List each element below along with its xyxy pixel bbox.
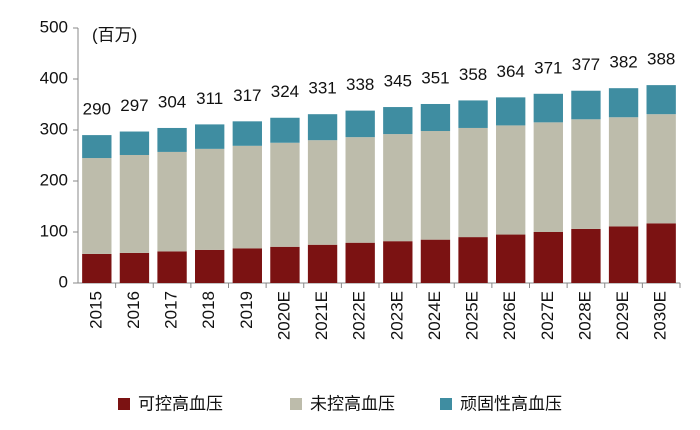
- bar-segment: [345, 137, 375, 243]
- x-tick-label: 2027E: [538, 291, 557, 340]
- legend-swatch: [440, 398, 452, 410]
- bar-segment: [571, 119, 601, 229]
- bar-segment: [195, 249, 225, 283]
- bar-segment: [646, 223, 676, 283]
- y-tick-label: 200: [40, 170, 68, 189]
- bar-segment: [533, 93, 563, 123]
- bar-segment: [383, 241, 413, 283]
- bar-segment: [383, 107, 413, 135]
- bar-segment: [307, 140, 338, 245]
- bar-segment: [533, 122, 563, 232]
- total-label: 338: [346, 75, 374, 94]
- bar-segment: [82, 158, 112, 254]
- bar-segment: [157, 127, 187, 152]
- bar-segment: [420, 103, 451, 132]
- bar-segment: [646, 85, 676, 115]
- bar-segment: [383, 134, 413, 242]
- total-label: 297: [120, 96, 148, 115]
- total-label: 290: [83, 100, 111, 119]
- x-tick-label: 2025E: [463, 291, 482, 340]
- x-tick-label: 2030E: [651, 291, 670, 340]
- bar-segment: [195, 124, 225, 149]
- x-tick-label: 2017: [162, 291, 181, 329]
- legend-label: 可控高血压: [138, 394, 223, 413]
- total-label: 331: [308, 79, 336, 98]
- bar-segment: [496, 125, 526, 235]
- bar-segment: [571, 228, 601, 283]
- bar-segment: [608, 88, 639, 118]
- total-label: 382: [609, 53, 637, 72]
- x-tick-label: 2028E: [575, 291, 594, 340]
- bar-segment: [458, 127, 488, 238]
- bar-segment: [571, 90, 601, 120]
- total-label: 345: [384, 72, 412, 91]
- total-label: 364: [497, 62, 525, 81]
- bar-segment: [307, 244, 338, 283]
- bar-segment: [119, 154, 150, 253]
- bar-segment: [307, 114, 338, 141]
- bar-segment: [157, 251, 187, 283]
- total-label: 317: [233, 86, 261, 105]
- bar-segment: [270, 246, 300, 283]
- y-tick-label: 400: [40, 68, 68, 87]
- bar-segment: [270, 142, 300, 247]
- bar-segment: [608, 226, 639, 283]
- y-tick-label: 0: [59, 272, 68, 291]
- bar-segment: [496, 97, 526, 126]
- bar-segment: [232, 121, 262, 146]
- y-tick-label: 100: [40, 221, 68, 240]
- legend-label: 未控高血压: [310, 394, 395, 413]
- x-tick-label: 2026E: [500, 291, 519, 340]
- x-tick-label: 2024E: [425, 291, 444, 340]
- total-label: 377: [572, 55, 600, 74]
- x-tick-label: 2015: [86, 291, 105, 329]
- bar-segment: [82, 253, 112, 283]
- bar-segment: [119, 131, 150, 155]
- bar-segment: [646, 114, 676, 224]
- bar-segment: [608, 117, 639, 227]
- total-label: 388: [647, 50, 675, 69]
- bar-segment: [496, 234, 526, 283]
- bar-segment: [157, 151, 187, 252]
- x-tick-label: 2016: [124, 291, 143, 329]
- bar-segment: [232, 145, 262, 249]
- x-tick-label: 2021E: [312, 291, 331, 340]
- bar-segment: [195, 148, 225, 250]
- bar-segment: [458, 100, 488, 128]
- bar-segment: [345, 110, 375, 138]
- bar-segment: [270, 117, 300, 143]
- bar-segment: [82, 135, 112, 159]
- bar-segment: [345, 242, 375, 283]
- total-label: 358: [459, 65, 487, 84]
- legend-label: 顽固性高血压: [460, 394, 562, 413]
- unit-label: (百万): [92, 25, 137, 44]
- total-label: 311: [196, 89, 223, 108]
- y-tick-label: 300: [40, 119, 68, 138]
- legend-swatch: [290, 398, 302, 410]
- y-tick-label: 500: [40, 17, 68, 36]
- total-label: 351: [421, 68, 449, 87]
- total-label: 324: [271, 82, 299, 101]
- bar-segment: [533, 232, 563, 283]
- legend-swatch: [118, 398, 130, 410]
- x-tick-label: 2018: [199, 291, 218, 329]
- x-tick-label: 2023E: [387, 291, 406, 340]
- bar-segment: [119, 252, 150, 283]
- x-tick-label: 2022E: [350, 291, 369, 340]
- x-tick-label: 2020E: [274, 291, 293, 340]
- x-tick-label: 2019: [237, 291, 256, 329]
- x-tick-label: 2029E: [613, 291, 632, 340]
- bar-segment: [458, 237, 488, 283]
- total-label: 304: [158, 92, 186, 111]
- bar-segment: [420, 131, 451, 240]
- bar-segment: [232, 248, 262, 283]
- total-label: 371: [534, 58, 562, 77]
- bar-segment: [420, 239, 451, 283]
